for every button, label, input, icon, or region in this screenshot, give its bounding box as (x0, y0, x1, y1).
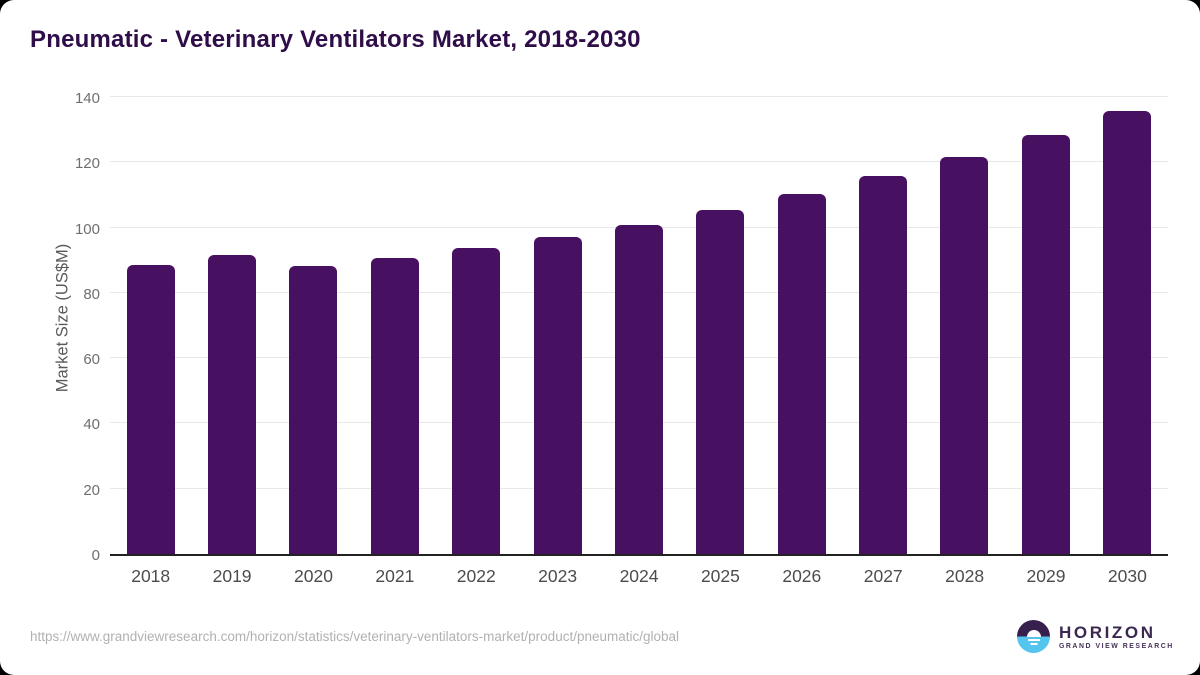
bar-2026 (777, 193, 826, 554)
bar-2024 (614, 224, 663, 554)
y-tick-label-140: 140 (74, 90, 100, 107)
logo-subtitle: GRAND VIEW RESEARCH (1059, 642, 1174, 650)
x-tick-label-2023: 2023 (538, 566, 578, 586)
y-tick-label-60: 60 (83, 351, 100, 369)
y-tick-label-0: 0 (91, 547, 100, 564)
x-axis-tick-labels: 2018 2019 2020 2021 2022 2023 2024 2025 2026 2027… (110, 566, 1168, 587)
bar-2029 (1021, 135, 1070, 554)
bar-2028 (940, 156, 989, 554)
bar-2023 (533, 236, 582, 554)
x-tick-label-2018: 2018 (131, 566, 171, 586)
bar-2019 (208, 255, 257, 554)
y-tick-label-40: 40 (83, 416, 100, 434)
source-url: https://www.grandviewresearch.com/horizo… (30, 629, 680, 644)
bar-2027 (859, 176, 908, 554)
bar-series (110, 99, 1168, 554)
y-tick-label-20: 20 (83, 481, 100, 499)
bar-2025 (696, 209, 745, 554)
bar-2020 (289, 266, 338, 554)
sun-reflection-line (1027, 639, 1040, 641)
sun-reflection-line (1030, 643, 1037, 645)
x-tick-label-2028: 2028 (945, 566, 985, 586)
plot-area (110, 96, 1168, 556)
bar-2021 (370, 257, 419, 554)
y-tick-label-100: 100 (74, 220, 100, 238)
x-tick-label-2025: 2025 (700, 566, 740, 586)
x-tick-label-2026: 2026 (782, 566, 822, 586)
page-title: Pneumatic - Veterinary Ventilators Marke… (30, 26, 641, 53)
x-tick-label-2030: 2030 (1107, 566, 1147, 586)
x-tick-label-2024: 2024 (619, 566, 659, 586)
y-tick-label-120: 120 (74, 155, 100, 173)
bar-2018 (126, 264, 175, 554)
bar-2022 (452, 247, 501, 554)
x-tick-label-2029: 2029 (1026, 566, 1066, 586)
x-tick-label-2027: 2027 (863, 566, 903, 586)
x-tick-label-2021: 2021 (375, 566, 415, 586)
y-tick-label-80: 80 (83, 285, 100, 303)
horizon-logo: HORIZON GRAND VIEW RESEARCH (1017, 620, 1174, 653)
horizon-logo-icon (1017, 620, 1050, 653)
bar-2030 (1103, 111, 1152, 554)
logo-name: HORIZON (1059, 622, 1156, 642)
x-tick-label-2022: 2022 (456, 566, 496, 586)
y-axis-tick-labels: 0 20 40 60 80 100 120 140 (0, 90, 100, 564)
gridline-120 (110, 161, 1168, 163)
gridline-140 (110, 96, 1168, 97)
x-tick-label-2019: 2019 (212, 566, 252, 586)
sun-icon (1026, 629, 1041, 637)
x-tick-label-2020: 2020 (294, 566, 333, 586)
